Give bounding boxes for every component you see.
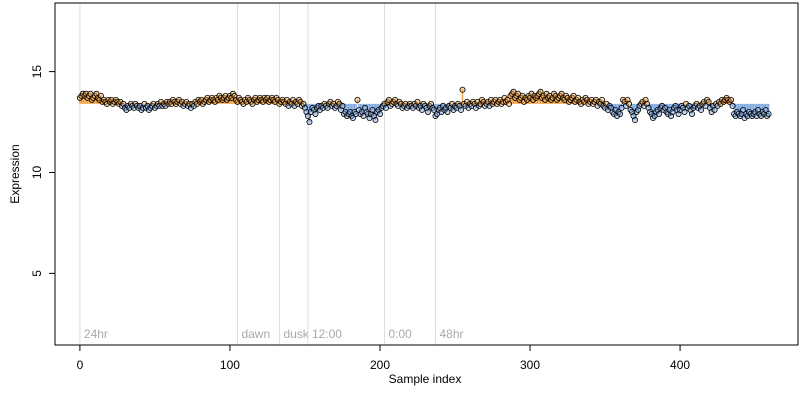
data-point [349,115,356,122]
plot-frame [54,2,799,346]
data-point [626,100,633,107]
data-point [336,100,343,107]
data-point [542,96,549,103]
data-point [632,117,639,124]
data-point [306,119,313,126]
x-tick-label: 100 [220,358,240,372]
y-tick-label: 15 [30,65,44,79]
data-point [312,110,319,117]
data-point [528,90,535,97]
data-point [304,112,311,119]
data-point [765,110,772,117]
data-point [728,96,735,103]
data-point [537,88,544,95]
data-point [519,92,526,99]
data-point [708,108,715,115]
y-tick-label: 5 [30,270,44,277]
data-point [705,98,712,105]
data-point [698,106,705,113]
data-point [459,86,466,93]
data-point [352,110,359,117]
data-point [593,96,600,103]
data-point [425,108,432,115]
data-point [354,96,361,103]
annotation-label: dawn [241,327,270,341]
data-point [414,98,421,105]
data-point [656,110,663,117]
data-point [464,98,471,105]
data-point [444,108,451,115]
data-point [438,108,445,115]
annotation-label: 0:00 [388,327,412,341]
data-point [681,108,688,115]
data-point [729,102,736,109]
data-point [283,96,290,103]
x-tick-label: 300 [520,358,540,372]
data-point [740,106,747,113]
data-point [762,106,769,113]
data-point [289,96,296,103]
data-point [603,100,610,107]
data-point [689,110,696,117]
annotation-label: 24hr [84,327,108,341]
y-tick-label: 10 [30,165,44,179]
y-axis-label: Expression [8,144,22,203]
annotation-label: 48hr [440,327,464,341]
data-point [97,92,104,99]
data-point [458,106,465,113]
x-tick-label: 400 [670,358,690,372]
data-point [376,110,383,117]
data-point [753,112,760,119]
data-point [623,102,630,109]
data-point [486,102,493,109]
data-point [449,100,456,107]
data-point [339,102,346,109]
data-point [372,117,379,124]
data-point [617,110,624,117]
points [76,86,772,126]
annotation-label: dusk [283,327,309,341]
x-axis-label: Sample index [389,372,462,386]
data-point [431,106,438,113]
data-point [599,96,606,103]
data-point [711,106,718,113]
x-tick-label: 200 [370,358,390,372]
data-point [473,104,480,111]
x-tick-label: 0 [77,358,84,372]
data-point [506,100,513,107]
annotation-label: 12:00 [312,327,342,341]
data-point [612,106,619,113]
